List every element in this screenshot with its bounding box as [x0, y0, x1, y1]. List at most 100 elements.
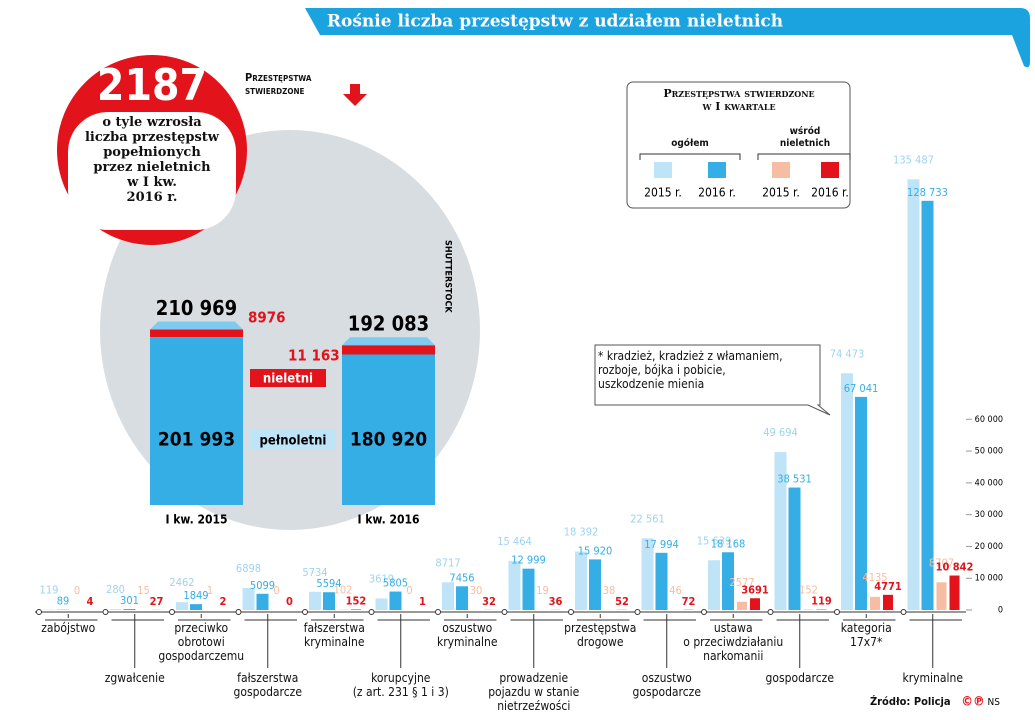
left-chart-title: Przestępstwa stwierdzone	[245, 71, 312, 97]
bar-segment	[150, 336, 243, 505]
bar	[242, 588, 255, 610]
value-label: 8976	[248, 309, 286, 327]
legend-label: 2016 r.	[811, 186, 849, 200]
bar-segment	[342, 354, 435, 505]
value-label: 301	[120, 594, 139, 607]
value-label: 27	[150, 595, 164, 608]
y-tick-label: 0	[998, 606, 1003, 616]
value-label: 15 920	[578, 544, 613, 557]
x-tick-label: I kw. 2015	[165, 513, 227, 527]
bar	[256, 593, 269, 610]
value-label: 4771	[874, 580, 902, 593]
axis-dot	[102, 609, 109, 615]
x-tick-label: kryminalne	[902, 671, 964, 685]
value-label: 15 464	[497, 535, 532, 548]
y-tick-label: 60 000	[975, 415, 1003, 425]
bar	[389, 591, 402, 610]
value-label: 38 531	[777, 473, 812, 486]
legend-title: Przestępstwa stwierdzone w I kwartale	[663, 87, 815, 113]
axis-dot	[634, 609, 641, 615]
bar	[176, 602, 188, 610]
annotation: * kradzież, kradzież z włamaniem, rozboj…	[598, 349, 783, 391]
legend-swatch	[772, 162, 790, 178]
legend-group: ogółem	[660, 138, 720, 150]
x-tick-label: zabójstwo	[41, 621, 96, 635]
value-label: 5099	[250, 579, 275, 592]
axis-dot	[900, 609, 907, 615]
bar	[722, 552, 734, 610]
title: Rośnie liczba przestępstw z udziałem nie…	[327, 12, 783, 32]
value-label: 152	[346, 595, 367, 608]
bar-top	[150, 321, 243, 330]
x-tick-label: prowadzenie pojazdu w stanie nietrzeźwoś…	[488, 671, 580, 713]
bar	[655, 552, 668, 610]
axis-dot	[767, 609, 774, 615]
value-label: 22 561	[630, 512, 665, 525]
y-tick-label: 40 000	[975, 478, 1003, 488]
value-label: 49 694	[763, 426, 798, 439]
value-label: 46	[669, 584, 682, 597]
bar	[774, 452, 787, 610]
bar	[949, 575, 960, 610]
legend-label: 2015 r.	[762, 186, 800, 200]
bar	[750, 598, 760, 610]
value-label: 11 163	[288, 347, 340, 365]
y-tick-label: 10 000	[975, 574, 1003, 584]
bar	[936, 582, 947, 610]
value-label: 5805	[383, 577, 408, 590]
value-label: 30	[470, 584, 483, 597]
value-label: 8717	[435, 556, 460, 569]
bar	[575, 551, 587, 610]
bar	[855, 396, 867, 610]
badge-text: o tyle wzrosła liczba przestępstw popełn…	[84, 115, 219, 205]
value-label: 0	[406, 584, 412, 597]
bar	[788, 487, 801, 610]
axis-dot	[568, 609, 574, 615]
x-tick-label: I kw. 2016	[357, 513, 419, 527]
logo: ©℗	[961, 695, 984, 710]
legend-label: nieletni	[263, 372, 313, 387]
bar	[323, 592, 335, 610]
source: Źródło: Policja	[870, 695, 951, 708]
value-label: 4135	[862, 571, 887, 584]
x-tick-label: zgwałcenie	[104, 671, 165, 685]
bar	[708, 560, 720, 610]
value-label: 1	[419, 595, 426, 608]
value-label: 52	[615, 595, 629, 608]
value-label: 2577	[729, 576, 754, 589]
axis-dot	[169, 609, 175, 615]
legend-swatch	[654, 162, 672, 178]
value-label: 2	[220, 595, 227, 608]
bar	[508, 560, 521, 610]
value-label: 18 168	[711, 537, 746, 550]
x-tick-label: ustawa o przeciwdziałaniu narkomanii	[683, 621, 784, 663]
value-label: 32	[482, 595, 496, 608]
bar	[522, 568, 535, 610]
value-label: 12 999	[511, 554, 546, 567]
value-label: 135 487	[893, 153, 934, 166]
value-label: 128 733	[907, 186, 948, 199]
bar	[456, 586, 468, 610]
x-tick-label: fałszerstwa gospodarcze	[233, 671, 302, 699]
value-label: 3691	[741, 583, 769, 596]
value-label: 201 993	[158, 429, 235, 451]
value-label: 8707	[929, 556, 954, 569]
bar	[375, 598, 388, 610]
value-label: 36	[549, 595, 563, 608]
value-label: 15	[137, 584, 150, 597]
bar	[641, 538, 654, 610]
photo-credit: SHUTTERSTOCK	[443, 240, 453, 313]
value-label: 6898	[236, 562, 261, 575]
legend-label: 2015 r.	[644, 186, 682, 200]
value-label: 180 920	[350, 429, 427, 451]
value-label: 102	[334, 584, 353, 597]
axis-dot	[36, 609, 42, 615]
bar-segment	[150, 329, 243, 337]
x-tick-label: przestępstwa drogowe	[564, 621, 637, 649]
arrow	[343, 84, 367, 106]
legend-box	[626, 81, 851, 209]
bar	[190, 604, 202, 610]
x-tick-label: fałszerstwa kryminalne	[303, 621, 365, 649]
